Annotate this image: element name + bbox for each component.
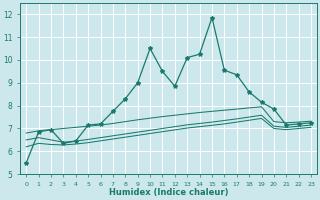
X-axis label: Humidex (Indice chaleur): Humidex (Indice chaleur) bbox=[109, 188, 228, 197]
